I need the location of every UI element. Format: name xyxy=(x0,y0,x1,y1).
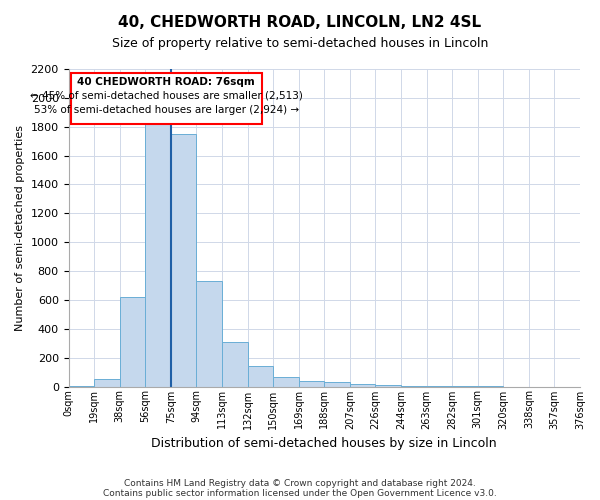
Y-axis label: Number of semi-detached properties: Number of semi-detached properties xyxy=(15,125,25,331)
Text: Contains HM Land Registry data © Crown copyright and database right 2024.: Contains HM Land Registry data © Crown c… xyxy=(124,478,476,488)
Bar xyxy=(94,380,119,386)
FancyBboxPatch shape xyxy=(71,72,262,124)
Text: ← 45% of semi-detached houses are smaller (2,513): ← 45% of semi-detached houses are smalle… xyxy=(29,90,302,101)
Bar xyxy=(273,377,299,386)
Bar xyxy=(248,366,273,386)
Text: 40 CHEDWORTH ROAD: 76sqm: 40 CHEDWORTH ROAD: 76sqm xyxy=(77,77,255,87)
Text: Size of property relative to semi-detached houses in Lincoln: Size of property relative to semi-detach… xyxy=(112,38,488,51)
Bar xyxy=(350,384,376,386)
Bar xyxy=(324,382,350,386)
Bar xyxy=(196,281,222,386)
Text: Contains public sector information licensed under the Open Government Licence v3: Contains public sector information licen… xyxy=(103,488,497,498)
Bar xyxy=(119,297,145,386)
Bar xyxy=(299,380,324,386)
Text: 53% of semi-detached houses are larger (2,924) →: 53% of semi-detached houses are larger (… xyxy=(34,105,299,115)
X-axis label: Distribution of semi-detached houses by size in Lincoln: Distribution of semi-detached houses by … xyxy=(151,437,497,450)
Text: 40, CHEDWORTH ROAD, LINCOLN, LN2 4SL: 40, CHEDWORTH ROAD, LINCOLN, LN2 4SL xyxy=(118,15,482,30)
Bar xyxy=(171,134,196,386)
Bar xyxy=(145,120,171,386)
Bar xyxy=(222,342,248,386)
Bar xyxy=(376,385,401,386)
